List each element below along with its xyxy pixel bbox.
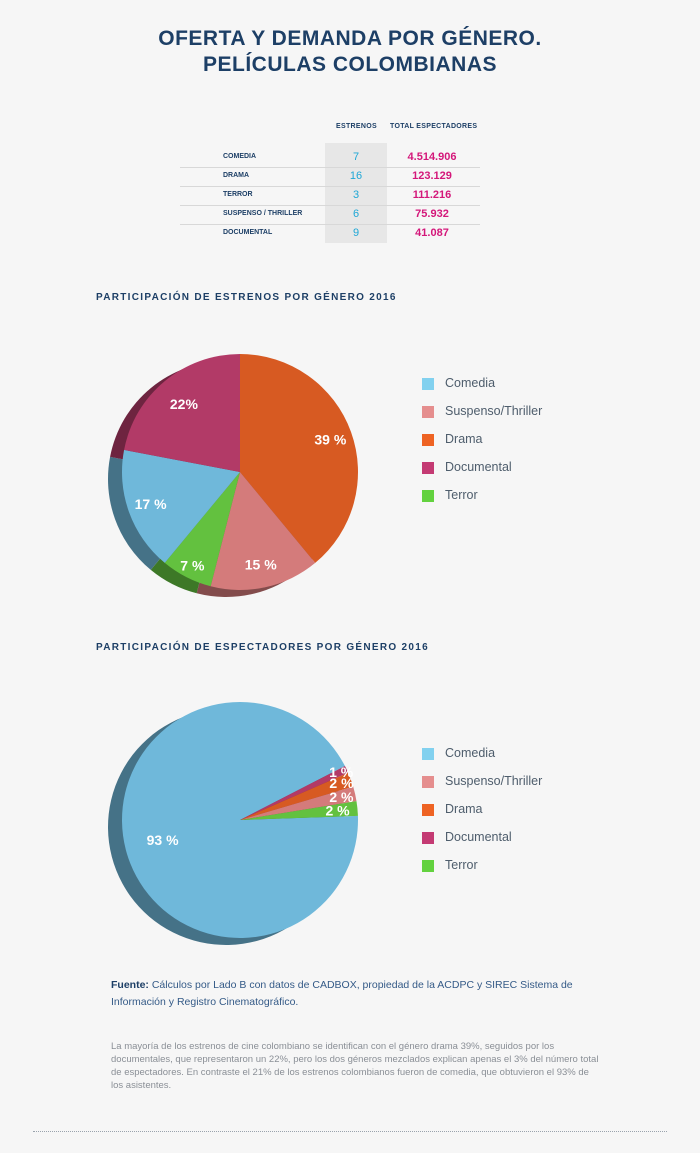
pie-slice-label: 2 % (329, 789, 354, 805)
legend-label: Drama (445, 802, 483, 816)
page-title-line-2: PELÍCULAS COLOMBIANAS (203, 53, 497, 76)
header-estrenos: ESTRENOS (336, 123, 377, 130)
estrenos-column-shade (325, 143, 387, 243)
legend-swatch (422, 748, 434, 760)
dotted-divider (33, 1131, 667, 1132)
summary-note: La mayoría de los estrenos de cine colom… (111, 1041, 599, 1091)
page-title-line-1: OFERTA Y DEMANDA POR GÉNERO. (158, 27, 542, 50)
legend-swatch (422, 378, 434, 390)
legend-swatch (422, 490, 434, 502)
legend-label: Documental (445, 460, 512, 474)
pie-slice-label: 39 % (314, 431, 346, 447)
genre-cell: SUSPENSO / THRILLER (223, 210, 303, 217)
estrenos-cell: 7 (352, 151, 360, 163)
pie-slice-label: 93 % (147, 832, 179, 848)
table-row: SUSPENSO / THRILLER 6 75.932 (180, 205, 480, 225)
legend-label: Comedia (445, 746, 496, 760)
pie-slice-label: 2 % (329, 775, 354, 791)
pie-slice-suspenso-thriller (240, 786, 357, 820)
pie-slice-label: 7 % (180, 558, 205, 574)
estrenos-cell: 3 (352, 189, 360, 201)
estrenos-cell: 16 (349, 170, 363, 182)
chart-title-estrenos: PARTICIPACIÓN DE ESTRENOS POR GÉNERO 201… (96, 292, 397, 303)
legend-swatch (422, 832, 434, 844)
legend-label: Terror (445, 488, 478, 502)
pie-slice-comedia (121, 449, 240, 563)
summary-table: ESTRENOS TOTAL ESPECTADORES COMEDIA 7 4.51… (180, 115, 480, 245)
table-row: DRAMA 16 123.129 (180, 167, 480, 187)
legend-swatch (422, 860, 434, 872)
genre-cell: COMEDIA (223, 153, 257, 160)
legend-label: Documental (445, 830, 512, 844)
pie-slice-comedia (122, 702, 359, 938)
header-espectadores: TOTAL ESPECTADORES (390, 123, 478, 130)
legend-swatch (422, 462, 434, 474)
pie-slice-label: 1 % (329, 764, 354, 780)
legend-label: Terror (445, 858, 478, 872)
source-text: Cálculos por Lado B con datos de CADBOX,… (111, 979, 573, 1008)
legend-label: Comedia (445, 376, 496, 390)
genre-cell: TERROR (223, 191, 253, 198)
table-row: DOCUMENTAL 9 41.087 (180, 224, 480, 243)
pie-slice-terror (240, 801, 358, 820)
estrenos-cell: 6 (352, 208, 360, 220)
pie-slice-suspenso-thriller (210, 472, 316, 590)
pie-slice-label: 17 % (135, 496, 167, 512)
espectadores-cell: 4.514.906 (407, 151, 457, 163)
pie-slice-drama (240, 354, 358, 563)
legend-label: Suspenso/Thriller (445, 774, 543, 788)
source-note: Fuente: Cálculos por Lado B con datos de… (111, 977, 581, 1011)
espectadores-cell: 41.087 (415, 227, 449, 239)
table-row: TERROR 3 111.216 (180, 186, 480, 206)
source-label: Fuente: (111, 979, 149, 991)
pie-chart-estrenos: 39 % 15 % 7 % 17 % 22% (108, 354, 358, 597)
pie-slice-label: 22% (170, 396, 199, 412)
espectadores-cell: 111.216 (412, 189, 452, 201)
pie-slice-documental (124, 354, 240, 472)
pie-slice-documental (240, 766, 349, 820)
legend-swatch (422, 804, 434, 816)
espectadores-cell: 123.129 (412, 170, 452, 182)
pie-slice-drama (240, 772, 354, 820)
genre-cell: DRAMA (223, 172, 250, 179)
legend-swatch (422, 434, 434, 446)
chart-title-espectadores: PARTICIPACIÓN DE ESPECTADORES POR GÉNERO… (96, 642, 429, 653)
legend-label: Drama (445, 432, 483, 446)
pie-slice-terror (164, 472, 240, 587)
legend-label: Suspenso/Thriller (445, 404, 543, 418)
pie-slice-label: 2 % (325, 802, 350, 818)
legend-swatch (422, 776, 434, 788)
genre-cell: DOCUMENTAL (223, 229, 273, 236)
pie-chart-espectadores: 93 %1 %2 %2 %2 % (108, 702, 359, 945)
espectadores-cell: 75.932 (415, 208, 449, 220)
estrenos-cell: 9 (352, 227, 360, 239)
legend-swatch (422, 406, 434, 418)
table-row: COMEDIA 7 4.514.906 (180, 148, 480, 168)
pie-slice-label: 15 % (245, 557, 277, 573)
